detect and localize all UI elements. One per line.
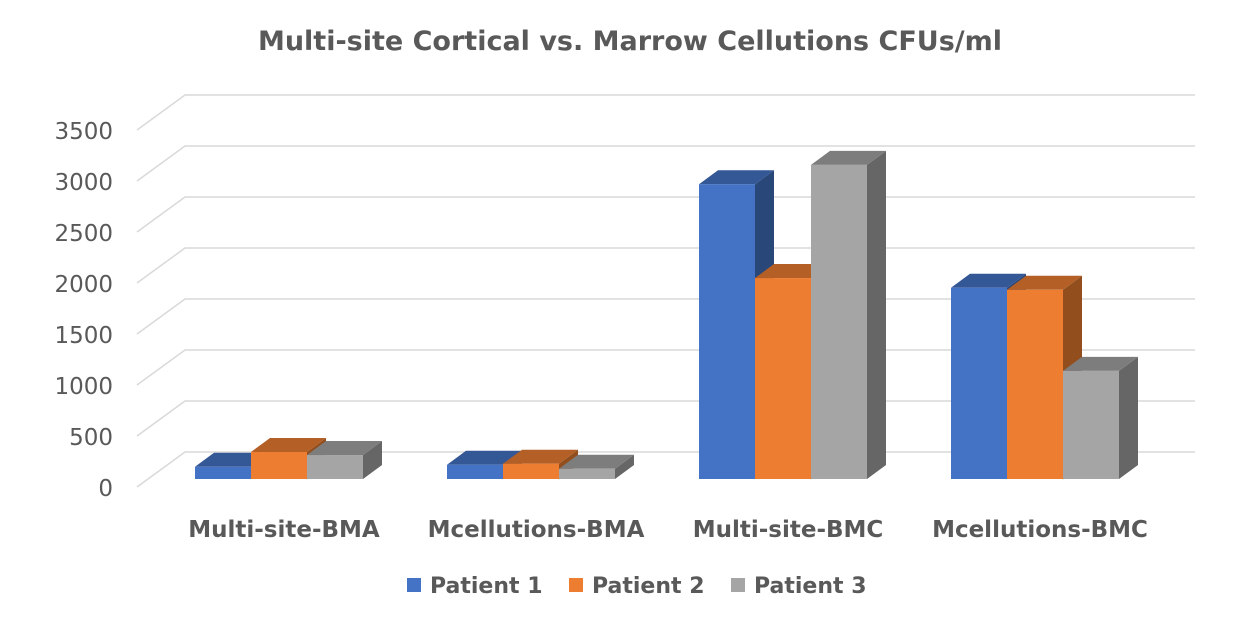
legend-label: Patient 2 xyxy=(592,574,705,599)
legend-item: Patient 2 xyxy=(569,574,705,599)
gridline xyxy=(136,94,1195,131)
bar-front xyxy=(811,164,867,479)
y-axis-ticks: 0 500 1000 1500 2000 2500 3000 3500 xyxy=(54,119,113,502)
bar-front xyxy=(447,464,503,479)
legend-label: Patient 1 xyxy=(430,574,543,599)
bar-patient-3-multi-site-bmc xyxy=(811,150,886,479)
y-tick-label: 2000 xyxy=(54,272,113,298)
y-tick-label: 3500 xyxy=(54,119,113,145)
bar-front xyxy=(503,463,559,479)
x-tick-label: Mcellutions-BMA xyxy=(428,517,645,543)
bar-front xyxy=(1063,370,1119,479)
bar-top xyxy=(811,150,886,165)
bar-side xyxy=(363,441,382,479)
bar-side xyxy=(615,454,634,479)
gridlines xyxy=(136,94,1195,488)
bar-patient-3-mcellutions-bmc xyxy=(1063,356,1138,479)
bar-front xyxy=(951,287,1007,479)
legend-item: Patient 3 xyxy=(731,574,867,599)
bar-side xyxy=(867,150,886,479)
bar-top xyxy=(1063,356,1138,371)
gridline xyxy=(136,145,1195,182)
y-tick-label: 1500 xyxy=(54,323,113,349)
legend: Patient 1 Patient 2 Patient 3 xyxy=(407,574,867,599)
legend-item: Patient 1 xyxy=(407,574,543,599)
legend-swatch xyxy=(569,578,583,592)
legend-label: Patient 3 xyxy=(754,574,867,599)
y-tick-label: 0 xyxy=(98,476,113,502)
x-tick-label: Multi-site-BMC xyxy=(693,517,884,543)
bar-top xyxy=(951,273,1026,288)
bar-top xyxy=(1007,275,1082,290)
bar-top xyxy=(447,450,522,465)
bar-top xyxy=(307,441,382,456)
bar-front xyxy=(699,184,755,479)
chart-title: Multi-site Cortical vs. Marrow Cellution… xyxy=(258,26,1002,57)
bar-patient-3-mcellutions-bma xyxy=(559,454,634,479)
bar-front xyxy=(559,468,615,479)
x-tick-label: Multi-site-BMA xyxy=(188,517,380,543)
bar-top xyxy=(559,454,634,469)
legend-swatch xyxy=(731,578,745,592)
bar-side xyxy=(1119,356,1138,479)
y-tick-label: 3000 xyxy=(54,170,113,196)
bar-front xyxy=(251,451,307,479)
y-tick-label: 2500 xyxy=(54,221,113,247)
bar-front xyxy=(755,278,811,479)
bar-top xyxy=(699,170,774,185)
bar-front xyxy=(307,455,363,479)
x-axis-labels: Multi-site-BMA Mcellutions-BMA Multi-site-… xyxy=(188,517,1148,543)
x-tick-label: Mcellutions-BMC xyxy=(932,517,1148,543)
bar-patient-3-multi-site-bma xyxy=(307,441,382,479)
bar-front xyxy=(1007,289,1063,479)
legend-swatch xyxy=(407,578,421,592)
bar-top xyxy=(503,449,578,464)
bar-patient-1-multi-site-bmc xyxy=(699,170,774,479)
bars xyxy=(195,150,1138,479)
bar-front xyxy=(195,466,251,479)
bar-top xyxy=(251,437,326,452)
y-tick-label: 500 xyxy=(69,425,113,451)
gridline xyxy=(136,196,1195,233)
y-tick-label: 1000 xyxy=(54,374,113,400)
